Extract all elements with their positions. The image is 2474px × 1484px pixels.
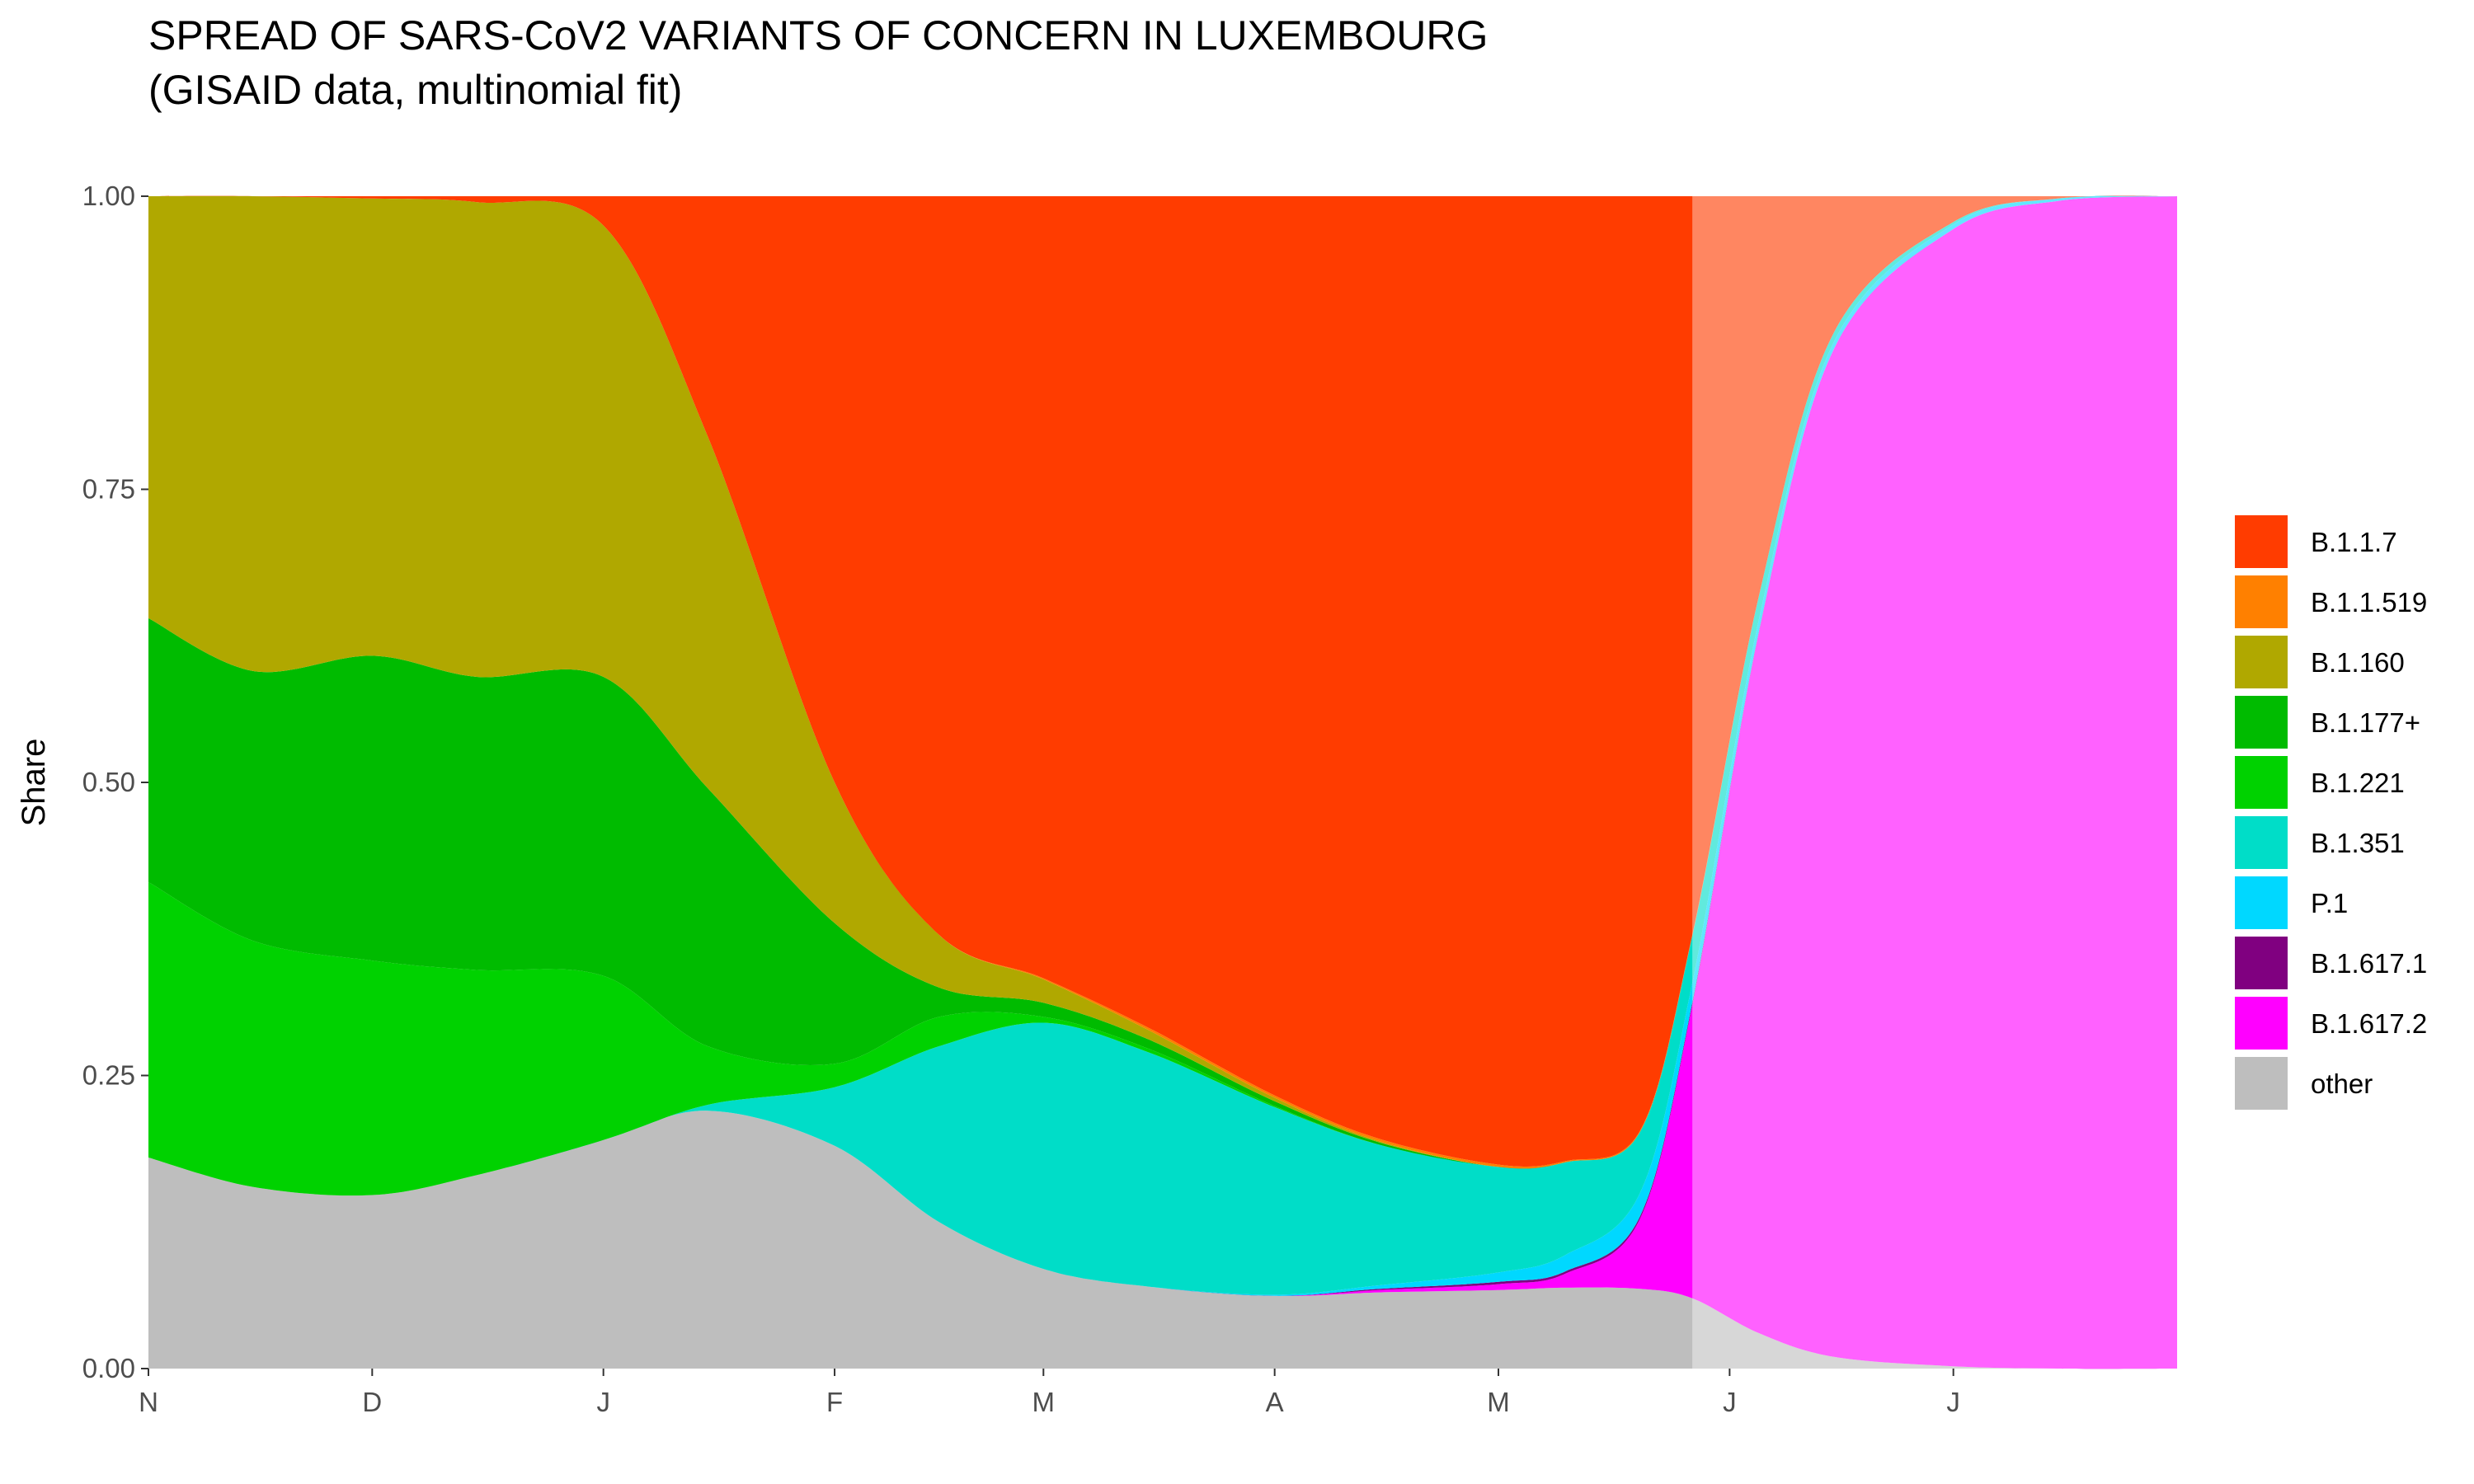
x-tick-label: M xyxy=(1487,1387,1510,1417)
series-area-b-1-177 xyxy=(148,195,2177,1169)
chart-subtitle: (GISAID data, multinomial fit) xyxy=(148,67,683,113)
series-area-other xyxy=(148,1111,2177,1369)
x-tick-label: N xyxy=(139,1387,158,1417)
extrapolation-shade xyxy=(1692,196,2177,1369)
series-area-b-1-351 xyxy=(148,195,2177,1295)
y-tick-label: 0.75 xyxy=(82,474,135,505)
x-tick-label: J xyxy=(596,1387,610,1417)
legend-swatch xyxy=(2235,756,2288,809)
x-tick-label: D xyxy=(362,1387,382,1417)
legend-swatch xyxy=(2235,876,2288,929)
chart-title: SPREAD OF SARS-CoV2 VARIANTS OF CONCERN … xyxy=(148,12,1489,59)
legend-label: P.1 xyxy=(2311,888,2348,918)
y-axis-label: Share xyxy=(16,739,52,827)
legend-label: B.1.617.2 xyxy=(2311,1008,2427,1039)
legend-swatch xyxy=(2235,1057,2288,1110)
y-tick-label: 0.50 xyxy=(82,767,135,797)
legend: B.1.1.7 B.1.1.519 B.1.160 B.1.177+ B.1.221 B.… xyxy=(2235,515,2427,1110)
legend-swatch xyxy=(2235,515,2288,568)
stacked-areas xyxy=(148,195,2177,1369)
legend-label: B.1.1.519 xyxy=(2311,587,2427,618)
legend-label: B.1.617.1 xyxy=(2311,948,2427,979)
x-tick-label: F xyxy=(826,1387,843,1417)
extrapolation-overlay xyxy=(1692,196,2177,1369)
series-area-b-1-160 xyxy=(148,195,2177,1169)
legend-label: B.1.160 xyxy=(2311,647,2405,678)
legend-swatch xyxy=(2235,575,2288,628)
series-area-b-1-617-2 xyxy=(148,196,2177,1369)
legend-label: B.1.221 xyxy=(2311,768,2405,798)
legend-swatch xyxy=(2235,997,2288,1050)
legend-label: B.1.351 xyxy=(2311,828,2405,858)
legend-swatch xyxy=(2235,636,2288,688)
legend-label: B.1.177+ xyxy=(2311,707,2420,738)
y-tick-label: 0.25 xyxy=(82,1060,135,1091)
x-tick-label: J xyxy=(1723,1387,1737,1417)
series-area-b-1-221 xyxy=(148,195,2177,1196)
axes: N D J F M A M J J 0.00 0.25 0.50 0.75 1.00 xyxy=(82,181,1960,1417)
legend-swatch xyxy=(2235,816,2288,869)
x-tick-label: A xyxy=(1266,1387,1284,1417)
y-tick-label: 1.00 xyxy=(82,181,135,211)
legend-label: B.1.1.7 xyxy=(2311,527,2397,557)
legend-swatch xyxy=(2235,937,2288,989)
legend-swatch xyxy=(2235,696,2288,749)
y-tick-label: 0.00 xyxy=(82,1353,135,1383)
legend-label: other xyxy=(2311,1068,2373,1099)
x-tick-label: M xyxy=(1032,1387,1056,1417)
series-area-b-1-1-7 xyxy=(148,195,2177,1167)
x-tick-label: J xyxy=(1946,1387,1960,1417)
